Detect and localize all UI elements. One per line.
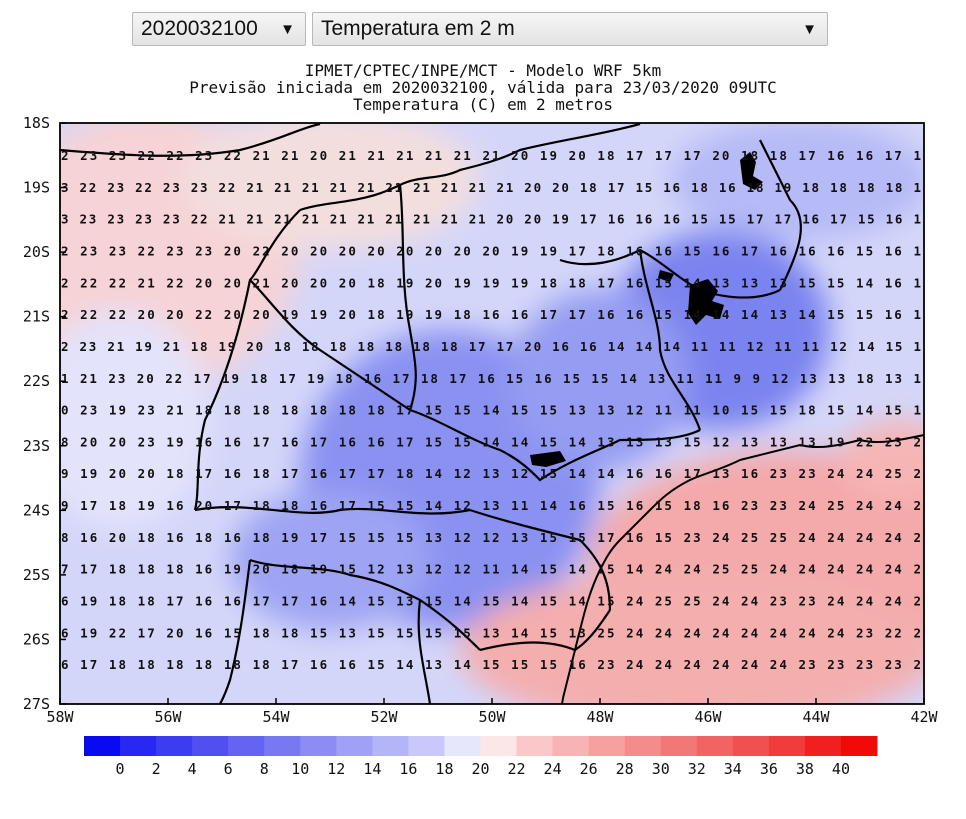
colorbar-label: 38 — [796, 760, 814, 778]
colorbar-segment — [516, 736, 554, 756]
colorbar-label: 18 — [435, 760, 453, 778]
colorbar-segment — [336, 736, 373, 756]
forecast-date-value: 2020032100 — [141, 17, 258, 40]
colorbar-label: 30 — [652, 760, 670, 778]
colorbar-label: 20 — [471, 760, 489, 778]
longitude-label: 58W — [46, 708, 74, 726]
colorbar-segment — [588, 736, 626, 756]
chevron-down-icon: ▼ — [802, 20, 817, 38]
colorbar-label: 2 — [152, 760, 161, 778]
grid-value-row: 2 23 21 19 21 18 19 20 18 18 18 18 18 18… — [61, 339, 921, 354]
colorbar-label: 28 — [616, 760, 634, 778]
latitude-label: 22S — [23, 372, 50, 390]
longitude-label: 52W — [370, 708, 398, 726]
colorbar-segment — [804, 736, 842, 756]
latitude-label: 25S — [23, 566, 50, 584]
colorbar-label: 14 — [363, 760, 381, 778]
grid-value-row: 3 22 23 22 23 23 22 21 21 21 21 21 21 21… — [61, 180, 921, 195]
colorbar-segment — [192, 736, 229, 756]
colorbar-label: 40 — [832, 760, 850, 778]
colorbar-segment — [264, 736, 301, 756]
colorbar-segment — [768, 736, 806, 756]
colorbar-label: 22 — [508, 760, 526, 778]
colorbar-segment — [372, 736, 409, 756]
colorbar-label: 36 — [760, 760, 778, 778]
colorbar-label: 6 — [224, 760, 233, 778]
colorbar-segment — [408, 736, 445, 756]
colorbar-label: 8 — [260, 760, 269, 778]
map-title-line1: IPMET/CPTEC/INPE/MCT - Modelo WRF 5km — [304, 61, 662, 80]
colorbar-label: 32 — [688, 760, 706, 778]
forecast-date-select[interactable]: 2020032100 ▼ — [132, 12, 306, 46]
colorbar-label: 4 — [188, 760, 197, 778]
grid-value-row: 1 21 23 20 22 17 19 18 17 19 18 16 17 18… — [61, 371, 921, 386]
map-title-line3: Temperatura (C) em 2 metros — [352, 95, 614, 114]
latitude-label: 19S — [23, 179, 50, 197]
latitude-label: 24S — [23, 501, 50, 519]
colorbar-label: 26 — [580, 760, 598, 778]
latitude-axis: 18S 19S 20S 21S 22S 23S 24S 25S 26S 27S — [23, 114, 66, 713]
variable-value: Temperatura em 2 m — [321, 17, 515, 40]
colorbar-label: 16 — [399, 760, 417, 778]
latitude-label: 26S — [23, 630, 50, 648]
longitude-label: 42W — [910, 708, 938, 726]
latitude-label: 27S — [23, 695, 50, 713]
latitude-label: 21S — [23, 308, 50, 326]
longitude-label: 50W — [478, 708, 506, 726]
colorbar-segment — [84, 736, 121, 756]
grid-value-row: 3 23 23 23 23 22 21 21 21 21 21 21 21 21… — [61, 212, 921, 227]
colorbar-label: 10 — [291, 760, 309, 778]
colorbar-segment — [840, 736, 878, 756]
longitude-label: 56W — [154, 708, 182, 726]
colorbar-segment — [624, 736, 662, 756]
longitude-axis: 58W 56W 54W 52W 50W 48W 46W 44W 42W — [46, 698, 939, 726]
colorbar-segment — [732, 736, 770, 756]
state-borders — [60, 123, 802, 704]
longitude-label: 54W — [262, 708, 290, 726]
longitude-label: 46W — [694, 708, 722, 726]
variable-select[interactable]: Temperatura em 2 m ▼ — [312, 12, 828, 46]
colorbar-label: 12 — [327, 760, 345, 778]
colorbar-segment — [660, 736, 698, 756]
colorbar-segment — [696, 736, 734, 756]
reservoirs — [530, 152, 763, 467]
temperature-field — [60, 123, 924, 704]
colorbar-label: 0 — [116, 760, 125, 778]
colorbar-label: 34 — [724, 760, 742, 778]
colorbar-segment — [444, 736, 481, 756]
colorbar-segment — [120, 736, 157, 756]
colorbar-segment — [156, 736, 193, 756]
colorbar-segment — [552, 736, 590, 756]
latitude-label: 23S — [23, 437, 50, 455]
longitude-label: 48W — [586, 708, 614, 726]
longitude-label: 44W — [802, 708, 830, 726]
colorbar-segment — [228, 736, 265, 756]
colorbar-segment — [480, 736, 518, 756]
latitude-label: 18S — [23, 114, 50, 132]
coastline — [561, 434, 925, 705]
colorbar: 0 2 4 6 8 10 12 14 16 18 20 22 24 26 28 30 32 34 36 38 40 — [84, 736, 878, 778]
map-title-line2: Previsão iniciada em 2020032100, válida … — [189, 78, 777, 97]
colorbar-segment — [300, 736, 337, 756]
colorbar-label: 24 — [544, 760, 562, 778]
chevron-down-icon: ▼ — [280, 20, 295, 38]
latitude-label: 20S — [23, 243, 50, 261]
